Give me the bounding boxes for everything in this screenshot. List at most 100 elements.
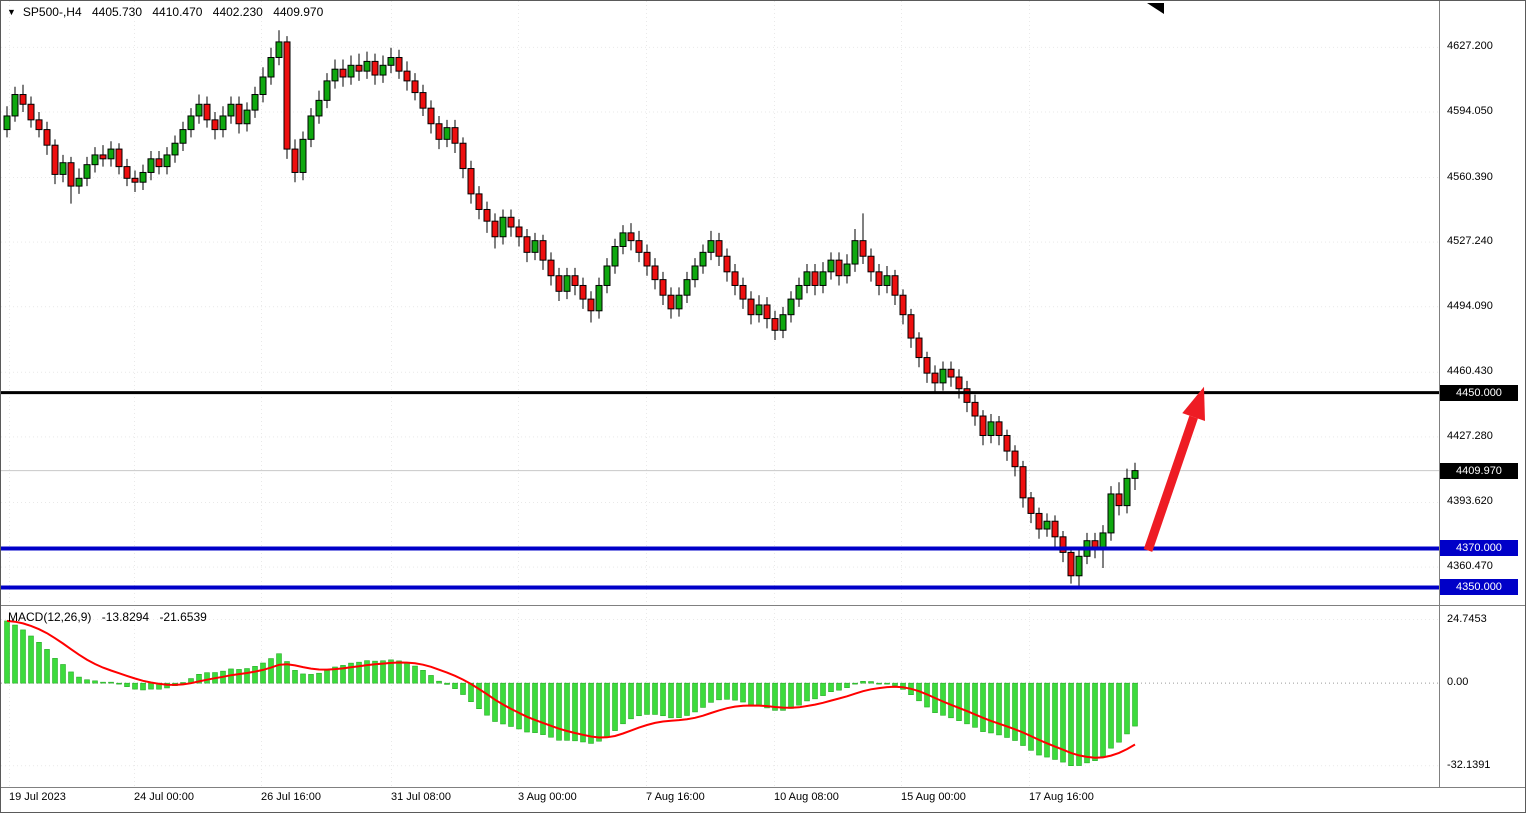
- candle-bull: [11, 94, 19, 117]
- candle-bull: [363, 60, 371, 72]
- candle-bear: [1051, 520, 1059, 538]
- macd-bar: [36, 642, 42, 684]
- candle-bear: [867, 255, 875, 273]
- candle-bear: [899, 294, 907, 316]
- candle-bull: [611, 245, 619, 267]
- candle-bull: [531, 240, 539, 253]
- candle-bear: [419, 92, 427, 109]
- chart-shift-marker-icon[interactable]: [1147, 3, 1164, 14]
- candle-bear: [35, 119, 43, 131]
- candle-bull: [675, 294, 683, 310]
- price-tick-label: 4427.280: [1447, 429, 1493, 442]
- candle-bull: [1131, 470, 1139, 479]
- candle-bull: [171, 142, 179, 156]
- macd-bar: [676, 682, 682, 718]
- candle-bear: [371, 60, 379, 76]
- macd-tick-label: -32.1391: [1447, 758, 1491, 771]
- macd-bar: [28, 635, 34, 684]
- candle-bull: [187, 115, 195, 131]
- macd-signal-value: -21.6539: [159, 610, 207, 624]
- time-axis[interactable]: 19 Jul 2023 24 Jul 00:00 26 Jul 16:00 31 Ju…: [1, 788, 1525, 812]
- macd-bar: [532, 682, 538, 733]
- candle-bull: [779, 314, 787, 331]
- candle-bull: [331, 68, 339, 82]
- candle-bear: [491, 220, 499, 238]
- macd-bar: [716, 682, 722, 701]
- candle-bear: [835, 259, 843, 277]
- macd-bar: [76, 676, 82, 684]
- symbol-period-label: SP500-,H4: [22, 5, 82, 19]
- candle-bear: [643, 251, 651, 267]
- candle-bear: [995, 421, 1003, 436]
- candle-bear: [875, 271, 883, 286]
- macd-bar: [620, 682, 626, 725]
- candle-bear: [1059, 536, 1067, 553]
- macd-bar: [644, 682, 650, 715]
- time-tick-label: 24 Jul 00:00: [134, 791, 194, 803]
- macd-bar: [636, 682, 642, 717]
- macd-bar: [20, 629, 26, 684]
- macd-bar: [868, 681, 874, 684]
- macd-bar: [540, 682, 546, 735]
- macd-bar: [724, 682, 730, 700]
- macd-bar: [596, 682, 602, 742]
- candle-bull: [267, 57, 275, 78]
- time-tick-label: 3 Aug 00:00: [518, 791, 577, 803]
- candle-bear: [27, 103, 35, 121]
- candle-bear: [427, 107, 435, 125]
- candle-bull: [699, 251, 707, 267]
- macd-bar: [132, 682, 138, 690]
- time-tick-label: 7 Aug 16:00: [646, 791, 705, 803]
- candle-bull: [851, 240, 859, 265]
- macd-bar: [572, 682, 578, 742]
- macd-bar: [484, 682, 490, 716]
- macd-bar: [148, 682, 154, 690]
- macd-bar: [948, 682, 954, 719]
- trend-arrow-head[interactable]: [1182, 386, 1205, 421]
- candle-bull: [139, 171, 147, 183]
- candle-bear: [659, 279, 667, 296]
- candle-bull: [819, 271, 827, 286]
- macd-bar: [612, 682, 618, 731]
- candle-bull: [499, 216, 507, 238]
- macd-bar: [340, 665, 346, 684]
- macd-bar: [1100, 682, 1106, 757]
- candle-bull: [1043, 520, 1051, 530]
- trend-arrow-shaft[interactable]: [1143, 415, 1198, 552]
- macd-bar: [844, 682, 850, 688]
- macd-bar: [444, 682, 450, 685]
- macd-bar: [100, 681, 106, 684]
- candle-bear: [99, 154, 107, 160]
- price-axis[interactable]: 4627.200 4594.050 4560.390 4527.240 4494.090…: [1440, 1, 1525, 787]
- candle-bull: [827, 259, 835, 273]
- candle-bear: [627, 232, 635, 242]
- macd-bar: [1028, 682, 1034, 751]
- candle-bull: [939, 368, 947, 384]
- symbol-dropdown-icon[interactable]: ▼: [7, 7, 16, 17]
- candle-bull: [563, 275, 571, 292]
- candle-bull: [1099, 532, 1107, 549]
- macd-bar: [1020, 682, 1026, 746]
- candle-bear: [891, 275, 899, 296]
- price-tick-label: 4393.620: [1447, 495, 1493, 508]
- candle-bear: [859, 240, 867, 257]
- candle-bear: [587, 298, 595, 312]
- candle-bull: [987, 421, 995, 436]
- macd-bar: [452, 682, 458, 689]
- candle-bear: [1115, 493, 1123, 507]
- macd-bar: [204, 672, 210, 684]
- candle-bull: [595, 284, 603, 312]
- macd-bar: [964, 682, 970, 725]
- macd-bar: [44, 649, 50, 684]
- candle-bull: [691, 265, 699, 281]
- candle-bear: [1011, 450, 1019, 468]
- macd-bar: [652, 682, 658, 715]
- candles-layer[interactable]: [3, 30, 1139, 590]
- macd-bar: [732, 682, 738, 701]
- candle-bull: [59, 162, 67, 175]
- candle-bull: [259, 76, 267, 96]
- macd-bar: [748, 682, 754, 706]
- macd-bar: [380, 660, 386, 684]
- candle-bull: [787, 298, 795, 316]
